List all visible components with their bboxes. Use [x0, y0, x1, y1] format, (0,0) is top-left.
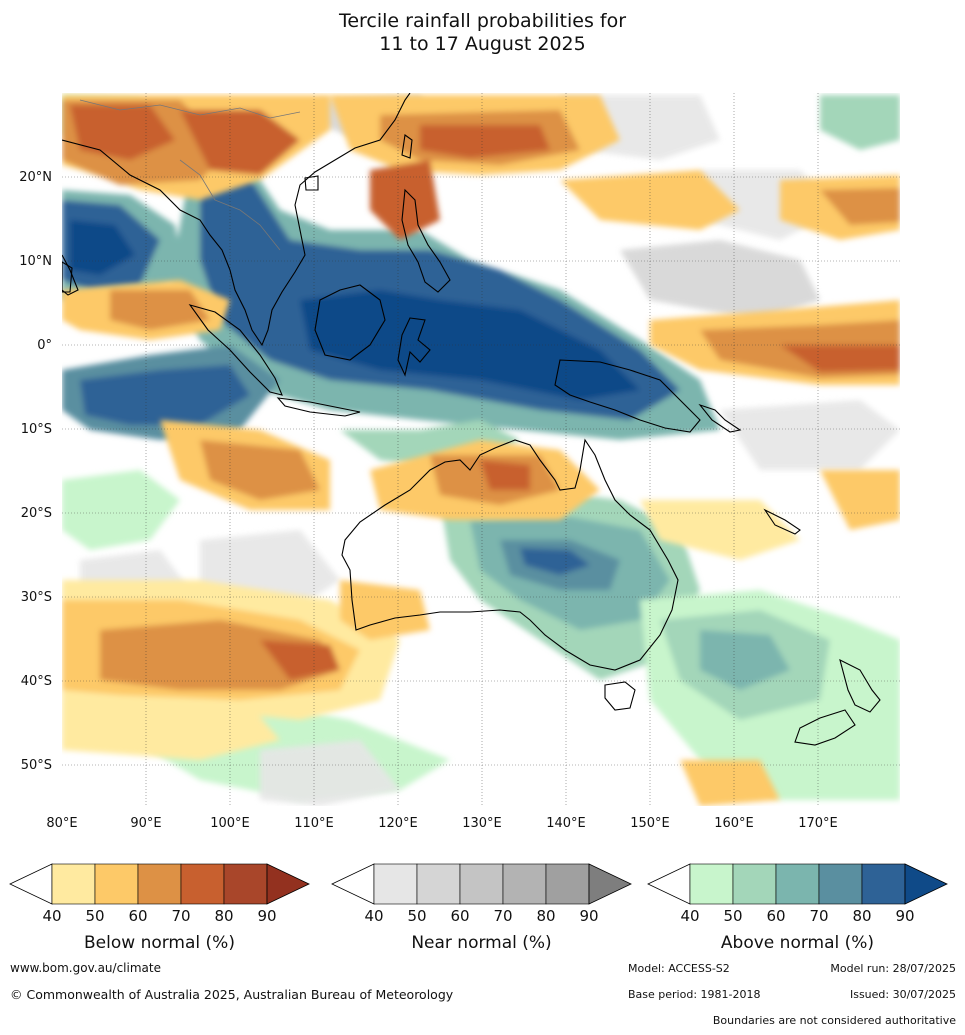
colorbar-title: Below normal (%): [84, 933, 235, 953]
lat-label: 50°S: [21, 758, 52, 773]
australia-coastline: [341, 438, 679, 671]
lat-label: 20°N: [19, 170, 52, 185]
colorbar-tick-label: 40: [364, 907, 383, 925]
coastlines: [62, 93, 881, 746]
hainan-coastline: [304, 175, 319, 191]
new-guinea-coastline: [554, 359, 701, 433]
colorbar-tick-label: 70: [493, 907, 512, 925]
taiwan-coastline: [401, 134, 413, 159]
lat-label: 10°N: [19, 254, 52, 269]
title-line-2: 11 to 17 August 2025: [379, 33, 586, 55]
latitude-labels: 20°N 10°N 0° 10°S 20°S 30°S 40°S 50°S: [19, 170, 52, 773]
colorbar-tick-label: 90: [579, 907, 598, 925]
colorbar-tick-label: 70: [809, 907, 828, 925]
new-zealand-south-coastline: [794, 709, 856, 746]
sumatra-coastline: [188, 304, 283, 396]
colorbar-segment: [732, 863, 777, 905]
lat-label: 30°S: [21, 590, 52, 605]
colorbar-tick-label: 50: [723, 907, 742, 925]
model-run-text: Model run: 28/07/2025: [830, 962, 956, 975]
above-normal-colorbar: 40 50 60 70 80 90 Above normal (%): [647, 863, 948, 953]
website-link[interactable]: www.bom.gov.au/climate: [10, 961, 161, 975]
longitude-labels: 80°E 90°E 100°E 110°E 120°E 130°E 140°E …: [46, 816, 837, 831]
solomon-islands-coastline: [698, 403, 742, 433]
philippines-coastline: [401, 188, 451, 293]
probability-fields: [62, 93, 900, 806]
java-coastline: [276, 397, 361, 417]
lat-label: 10°S: [21, 422, 52, 437]
colorbar-extend-high: [266, 863, 310, 905]
colorbar-segment: [373, 863, 418, 905]
base-period-text: Base period: 1981-2018: [628, 988, 761, 1001]
colorbar-tick-label: 80: [214, 907, 233, 925]
sulawesi-coastline: [397, 317, 431, 377]
title-line-1: Tercile rainfall probabilities for: [338, 10, 627, 32]
colorbar-tick-label: 50: [407, 907, 426, 925]
lon-label: 110°E: [294, 816, 334, 831]
below-normal-field: [62, 95, 900, 806]
colorbar-segment: [459, 863, 504, 905]
colorbar-segment: [416, 863, 461, 905]
colorbar-segment: [137, 863, 182, 905]
colorbar-tick-label: 80: [536, 907, 555, 925]
colorbar-segment: [689, 863, 734, 905]
colorbar-segment: [94, 863, 139, 905]
asia-coastline: [62, 93, 411, 347]
colorbar-tick-label: 60: [766, 907, 785, 925]
lon-label: 100°E: [210, 816, 250, 831]
disclaimer-text: Boundaries are not considered authoritat…: [712, 1014, 956, 1027]
colorbar-segment: [545, 863, 590, 905]
issued-text: Issued: 30/07/2025: [849, 988, 956, 1001]
lat-label: 0°: [37, 338, 52, 353]
borneo-coastline: [314, 284, 386, 361]
colorbar-title: Above normal (%): [721, 933, 874, 953]
colorbar-segment: [818, 863, 863, 905]
lon-label: 160°E: [714, 816, 754, 831]
colorbar-tick-label: 40: [680, 907, 699, 925]
lon-label: 130°E: [462, 816, 502, 831]
colorbar-extend-low: [647, 863, 691, 905]
colorbar-segment: [861, 863, 906, 905]
copyright-text: © Commonwealth of Australia 2025, Austra…: [10, 987, 454, 1002]
colorbar-extend-low: [331, 863, 375, 905]
below-normal-colorbar: 40 50 60 70 80 90 Below normal (%): [9, 863, 310, 953]
graticule: [62, 93, 900, 806]
colorbar-extend-high: [904, 863, 948, 905]
lon-label: 90°E: [130, 816, 161, 831]
lon-label: 140°E: [546, 816, 586, 831]
near-normal-colorbar: 40 50 60 70 80 90 Near normal (%): [331, 863, 632, 953]
colorbar-tick-label: 60: [450, 907, 469, 925]
colorbar-tick-label: 90: [257, 907, 276, 925]
new-caledonia-coastline: [763, 508, 801, 535]
colorbar-segment: [51, 863, 96, 905]
map-title: Tercile rainfall probabilities for 11 to…: [0, 10, 965, 56]
colorbar-tick-label: 40: [42, 907, 61, 925]
colorbar-segment: [502, 863, 547, 905]
lon-label: 170°E: [798, 816, 838, 831]
colorbar-extend-high: [588, 863, 632, 905]
lon-label: 80°E: [46, 816, 77, 831]
lat-label: 20°S: [21, 506, 52, 521]
colorbar-segment: [223, 863, 268, 905]
colorbar-legends: 40 50 60 70 80 90 Below normal (%) 40 50 60 70 80 90…: [9, 863, 948, 953]
lon-label: 150°E: [630, 816, 670, 831]
tasmania-coastline: [604, 681, 636, 711]
colorbar-extend-low: [9, 863, 53, 905]
colorbar-title: Near normal (%): [411, 933, 551, 953]
colorbar-tick-label: 70: [171, 907, 190, 925]
colorbar-segment: [775, 863, 820, 905]
new-zealand-north-coastline: [839, 658, 881, 713]
model-text: Model: ACCESS-S2: [628, 962, 730, 975]
lon-label: 120°E: [378, 816, 418, 831]
colorbar-tick-label: 90: [895, 907, 914, 925]
lat-label: 40°S: [21, 674, 52, 689]
colorbar-tick-label: 80: [852, 907, 871, 925]
country-borders: [79, 99, 301, 251]
colorbar-segment: [180, 863, 225, 905]
colorbar-tick-label: 60: [128, 907, 147, 925]
sri-lanka-coastline: [62, 261, 73, 293]
colorbar-tick-label: 50: [85, 907, 104, 925]
